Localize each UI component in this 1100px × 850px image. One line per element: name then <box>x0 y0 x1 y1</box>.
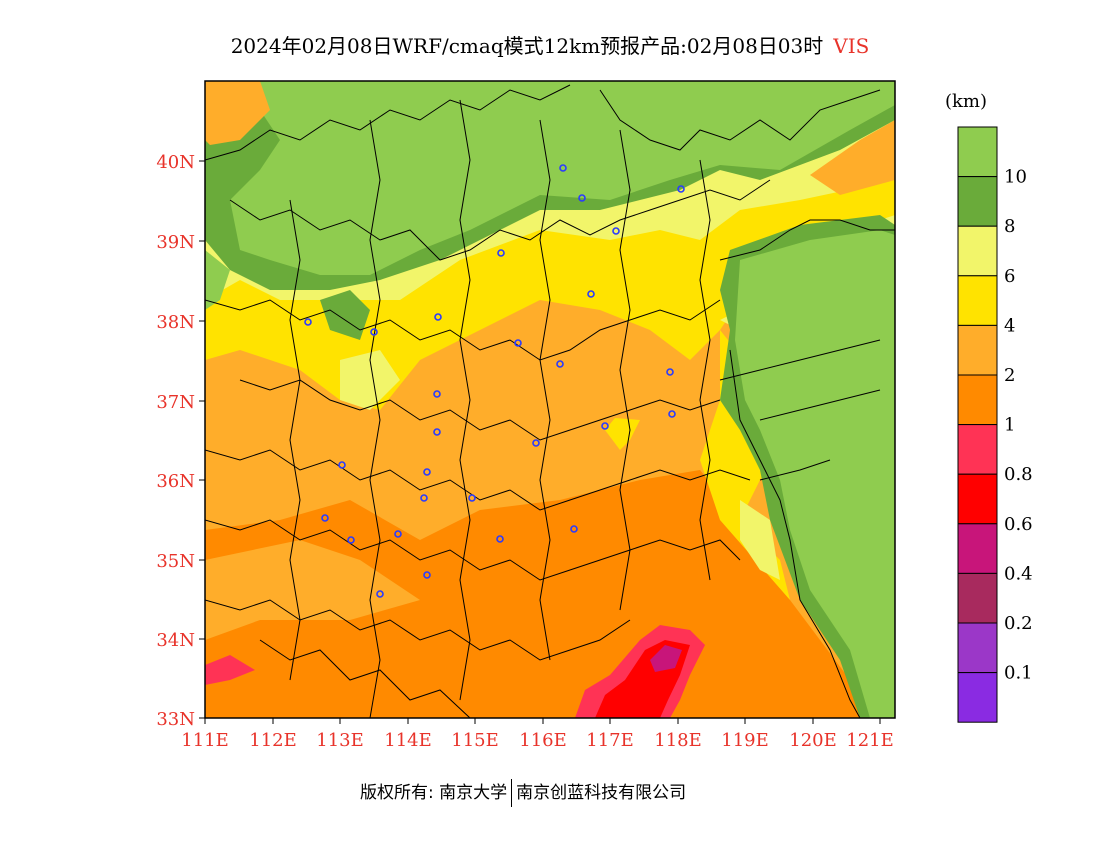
colorbar-swatch <box>957 523 998 574</box>
city-markers <box>304 164 685 598</box>
colorbar: 10 8 6 4 2 1 0.8 0.6 0.4 0.2 0.1 <box>957 126 1033 723</box>
colorbar-label: 4 <box>1004 315 1015 336</box>
title-text: 2024年02月08日WRF/cmaq模式12km预报产品:02月08日03时 <box>230 34 824 58</box>
colorbar-label: 1 <box>1004 415 1015 436</box>
boundary-lines <box>205 84 895 718</box>
lon-label-115e: 115E <box>451 730 499 751</box>
footer-copyright: 版权所有: 南京大学 <box>360 783 508 803</box>
lat-label-39n: 39N <box>156 232 195 253</box>
colorbar-label: 10 <box>1004 167 1027 188</box>
colorbar-label: 0.4 <box>1004 563 1033 584</box>
map-frame <box>204 80 896 719</box>
lat-label-38n: 38N <box>156 312 195 333</box>
lon-label-112e: 112E <box>249 730 297 751</box>
lon-label-117e: 117E <box>586 730 634 751</box>
lat-label-40n: 40N <box>156 152 195 173</box>
lon-label-113e: 113E <box>316 730 364 751</box>
visibility-field <box>205 81 895 718</box>
footer-company: 南京创蓝科技有限公司 <box>516 783 687 803</box>
lat-label-35n: 35N <box>156 551 195 572</box>
lon-label-114e: 114E <box>384 730 432 751</box>
colorbar-unit: (km) <box>945 91 987 112</box>
lon-label-121e: 121E <box>846 730 894 751</box>
lat-label-37n: 37N <box>156 392 195 413</box>
colorbar-label: 0.1 <box>1004 663 1033 684</box>
colorbar-swatch <box>957 424 998 475</box>
colorbar-label: 6 <box>1004 266 1015 287</box>
variable-label: VIS <box>833 34 870 58</box>
colorbar-swatch <box>957 126 998 178</box>
colorbar-swatch <box>957 622 998 674</box>
colorbar-swatch <box>957 473 998 525</box>
lon-label-119e: 119E <box>721 730 769 751</box>
lat-label-34n: 34N <box>156 630 195 651</box>
colorbar-swatch <box>957 324 998 376</box>
colorbar-label: 0.6 <box>1004 514 1033 535</box>
colorbar-swatch <box>957 572 998 624</box>
colorbar-swatch <box>957 275 998 326</box>
colorbar-label: 0.2 <box>1004 613 1033 634</box>
footer-separator <box>511 779 513 807</box>
lat-label-36n: 36N <box>156 471 195 492</box>
lon-label-116e: 116E <box>519 730 567 751</box>
colorbar-label: 8 <box>1004 216 1015 237</box>
lon-label-111e: 111E <box>181 730 229 751</box>
lon-label-120e: 120E <box>789 730 837 751</box>
colorbar-label: 0.8 <box>1004 464 1033 485</box>
footer: 版权所有: 南京大学 南京创蓝科技有限公司 <box>360 778 686 807</box>
lon-label-118e: 118E <box>654 730 702 751</box>
lat-label-33n: 33N <box>156 709 195 730</box>
colorbar-swatch <box>957 374 998 426</box>
colorbar-swatch <box>957 176 998 227</box>
colorbar-label: 2 <box>1004 365 1015 386</box>
colorbar-swatch <box>957 225 998 277</box>
map-title: 2024年02月08日WRF/cmaq模式12km预报产品:02月08日03时 V… <box>0 30 1100 59</box>
colorbar-swatch <box>957 672 998 723</box>
